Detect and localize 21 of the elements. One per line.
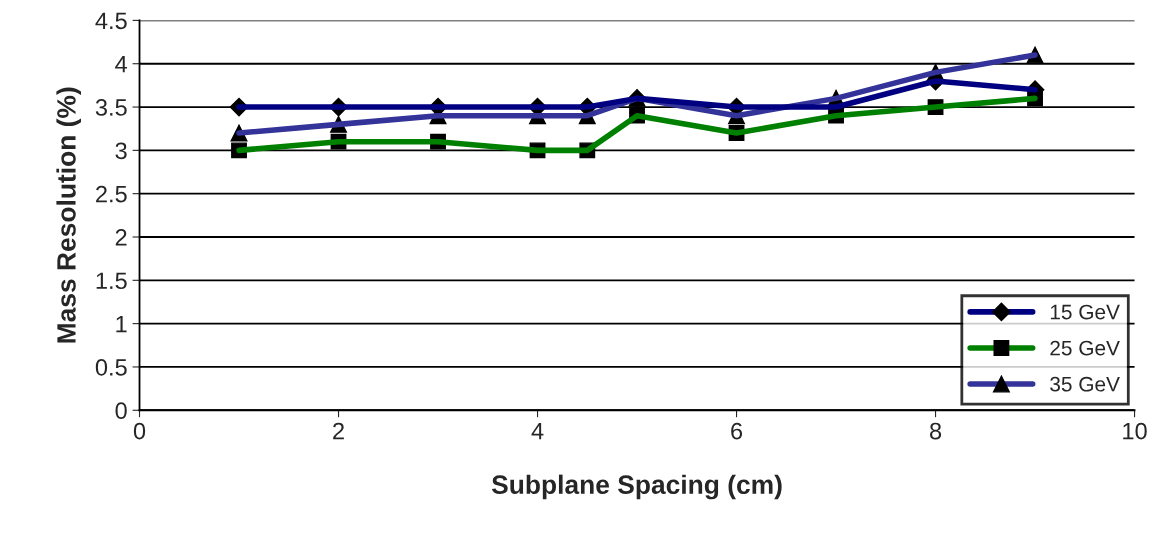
y-tick-label: 4 <box>115 56 128 73</box>
y-tick-label: 2 <box>115 229 127 246</box>
y-tick-label: 0.5 <box>95 359 127 376</box>
y-tick-label: 4.5 <box>95 12 127 30</box>
y-axis-title: Mass Resolution (%) <box>56 87 81 343</box>
x-tick-label: 4 <box>531 422 544 440</box>
legend-label: 25 GeV <box>1050 340 1120 356</box>
y-tick-label: 3.5 <box>95 99 127 116</box>
x-tick-label: 2 <box>333 422 344 440</box>
x-tick-label: 10 <box>1123 422 1147 440</box>
x-tick-label: 8 <box>930 422 942 440</box>
y-tick-label: 0 <box>115 402 127 420</box>
legend-label: 35 GeV <box>1050 376 1120 392</box>
x-tick-label: 6 <box>731 422 743 440</box>
y-tick-label: 2.5 <box>96 185 127 203</box>
y-tick-label: 1.5 <box>96 272 127 290</box>
y-tick-label: 1 <box>116 315 127 333</box>
x-axis-title: Subplane Spacing (cm) <box>491 474 782 500</box>
y-tick-label: 3 <box>115 142 127 160</box>
x-tick-label: 0 <box>133 422 146 440</box>
legend-label: 15 GeV <box>1050 304 1120 320</box>
